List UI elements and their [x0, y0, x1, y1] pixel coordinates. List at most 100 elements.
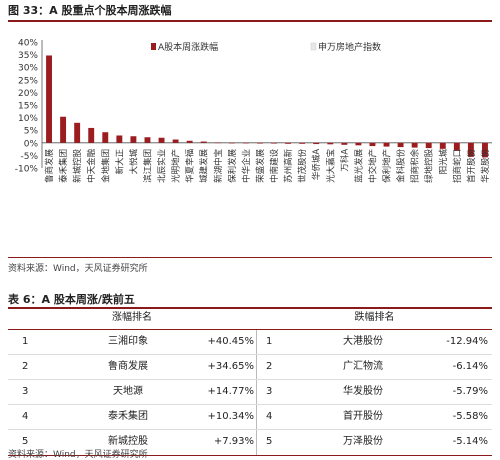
- x-tick-label: 光明地产: [171, 149, 182, 183]
- bar-荣盛发展: [257, 142, 263, 144]
- bar-保利地产: [383, 142, 390, 147]
- bar-光明地产: [172, 139, 179, 143]
- table-title: 表 6：A 股本周涨/跌前五: [8, 293, 135, 306]
- loss-rank: 5: [266, 436, 273, 447]
- bar-绿地控股: [425, 142, 432, 149]
- bar-华夏幸福: [186, 140, 193, 143]
- x-tick-label: 鲁商发展: [44, 148, 55, 183]
- table-row: 2 鲁商发展 +34.65% 2 广汇物流 -6.14%: [8, 355, 492, 379]
- row-separator: [8, 404, 492, 405]
- table-row: 1 三湘印象 +40.45% 1 大港股份 -12.94%: [8, 330, 492, 354]
- bar-光大嘉宝: [327, 142, 334, 145]
- gain-ranking-header: 涨幅排名: [112, 312, 152, 323]
- loss-stock-name: 广汇物流: [343, 361, 383, 372]
- x-tick-label: 首开股份: [466, 148, 477, 183]
- x-tick-label: 荣盛发展: [255, 148, 266, 183]
- loss-rank: 4: [266, 411, 273, 422]
- bar-阳光城: [439, 142, 446, 149]
- gain-percent: +14.77%: [207, 386, 254, 397]
- gain-percent: +7.93%: [213, 436, 254, 447]
- loss-percent: -5.79%: [452, 386, 488, 397]
- bar-华侨城A: [313, 142, 320, 145]
- x-tick-label: 新城控股: [72, 148, 83, 183]
- gain-percent: +40.45%: [207, 336, 254, 347]
- table-source: 资料来源：Wind，天风证券研究所: [8, 450, 148, 460]
- gain-rank: 1: [22, 336, 29, 347]
- bar-中华企业: [242, 142, 249, 144]
- x-tick-label: 中交地产: [367, 149, 378, 183]
- x-tick-label: 光大嘉宝: [325, 149, 336, 183]
- bar-城建发展: [200, 141, 207, 143]
- bar-万科A: [341, 142, 348, 145]
- gain-stock-name: 新城控股: [108, 436, 148, 447]
- x-tick-label: 中华企业: [241, 149, 252, 183]
- table-row: 5 新城控股 +7.93% 5 万泽股份 -5.14%: [8, 430, 492, 454]
- bar-新湖中宝: [214, 142, 221, 144]
- loss-rank: 3: [266, 386, 273, 397]
- stock-change-bar-chart: 40% 35% 30% 25% 20% 15% 10% 5% 0% -5% -10% 鲁商发展 泰禾集…: [15, 39, 492, 183]
- bar-保利发展: [228, 142, 235, 144]
- bar-苏州高新: [285, 142, 292, 144]
- y-tick-label: 5%: [24, 127, 39, 137]
- y-tick-label: 10%: [18, 114, 38, 124]
- title-rule: [8, 20, 492, 22]
- x-tick-label: 北辰实业: [157, 149, 168, 183]
- bar-华发股份: [482, 142, 488, 158]
- bar-新大正: [116, 135, 123, 143]
- x-tick-label: 蓝光发展: [353, 148, 364, 183]
- x-tick-label: 阳光城: [438, 148, 449, 174]
- bar-泰禾集团: [60, 116, 67, 143]
- y-tick-label: 30%: [18, 64, 38, 74]
- table-top-rule: [8, 307, 492, 309]
- legend-swatch-a-share: [151, 43, 156, 50]
- y-tick-label: -5%: [20, 152, 38, 162]
- gain-stock-name: 鲁商发展: [108, 361, 148, 372]
- x-tick-label: 金科股份: [396, 148, 407, 183]
- x-tick-label: 招商蛇口: [452, 149, 463, 183]
- y-tick-label: 0%: [24, 139, 39, 149]
- x-tick-label: 新大正: [114, 148, 125, 174]
- loss-stock-name: 万泽股份: [343, 436, 383, 447]
- table-body: 1 三湘印象 +40.45% 1 大港股份 -12.94% 2 鲁商发展 +34.65% 2 广汇物…: [8, 330, 492, 456]
- row-separator: [8, 379, 492, 380]
- loss-rank: 1: [266, 336, 273, 347]
- x-tick-label: 滨江集团: [142, 149, 153, 183]
- loss-stock-name: 华发股份: [343, 386, 383, 397]
- legend-label-a-share: A股本周涨跌幅: [158, 41, 218, 53]
- bar-招商积余: [411, 142, 418, 148]
- figure-title: 图 33：A 股重点个股本周涨跌幅: [8, 4, 172, 17]
- gain-rank: 3: [22, 386, 29, 397]
- x-tick-label: 华夏幸福: [185, 149, 196, 183]
- bar-北辰实业: [158, 137, 165, 143]
- gain-percent: +34.65%: [207, 361, 254, 372]
- table-header-rule: [8, 329, 492, 330]
- x-tick-label: 新湖中宝: [213, 149, 224, 183]
- x-tick-label: 万科A: [339, 149, 350, 172]
- y-tick-label: 35%: [18, 51, 38, 61]
- x-tick-label: 金地集团: [100, 149, 111, 183]
- y-tick-label: 15%: [18, 102, 38, 112]
- gain-rank: 4: [22, 411, 29, 422]
- x-tick-label: 绿地控股: [424, 148, 435, 183]
- gain-rank: 5: [22, 436, 29, 447]
- y-tick-label: 25%: [18, 76, 38, 86]
- table-row: 4 泰禾集团 +10.34% 4 首开股份 -5.58%: [8, 405, 492, 429]
- table-row: 3 天地源 +14.77% 3 华发股份 -5.79%: [8, 380, 492, 404]
- bar-招商蛇口: [453, 142, 460, 151]
- gain-stock-name: 泰禾集团: [108, 411, 148, 422]
- bar-新城控股: [74, 122, 81, 143]
- row-separator: [8, 429, 492, 430]
- row-separator: [8, 354, 492, 355]
- y-tick-label: 20%: [18, 89, 38, 99]
- x-tick-label: 中天金融: [86, 148, 97, 183]
- x-tick-label: 大悦城: [128, 148, 139, 174]
- gain-stock-name: 三湘印象: [108, 336, 148, 347]
- bar-大悦城: [130, 136, 137, 143]
- x-tick-label: 城建发展: [199, 148, 210, 183]
- bar-中南建设: [271, 142, 277, 144]
- x-tick-label: 保利发展: [227, 148, 238, 183]
- bar-世茂股份: [299, 142, 306, 144]
- bar-金科股份: [397, 142, 404, 148]
- x-tick-label: 华侨城A: [311, 149, 322, 181]
- x-tick-label: 招商积余: [410, 148, 421, 183]
